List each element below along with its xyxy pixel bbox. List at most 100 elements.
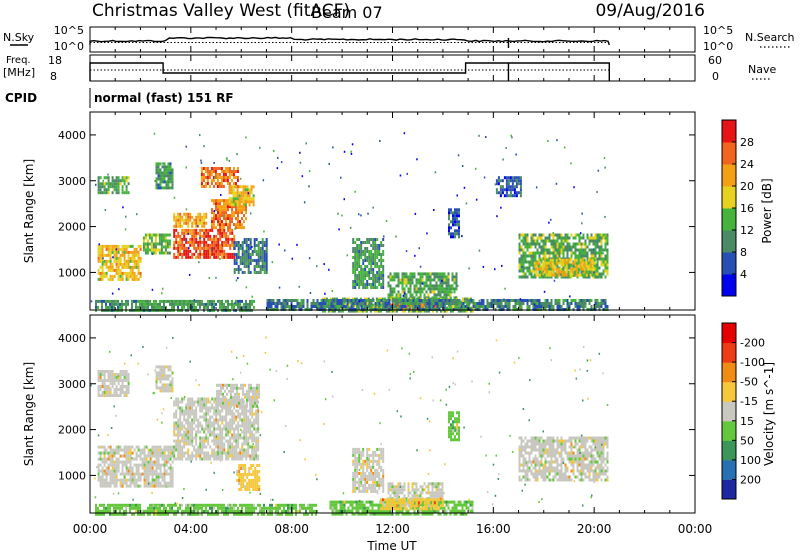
power-y-label: Slant Range [km] xyxy=(22,159,36,263)
heatmap-cell xyxy=(229,442,232,446)
heatmap-cell xyxy=(217,451,220,455)
heatmap-cell xyxy=(213,436,216,440)
heatmap-cell xyxy=(121,302,123,306)
heatmap-cell xyxy=(579,267,582,271)
heatmap-cell xyxy=(596,245,599,249)
heatmap-cell xyxy=(395,309,398,313)
heatmap-cell xyxy=(355,309,358,313)
heatmap-speckle xyxy=(405,250,408,253)
heatmap-cell xyxy=(505,188,508,192)
heatmap-cell xyxy=(177,451,180,455)
heatmap-speckle xyxy=(399,174,402,177)
heatmap-cell xyxy=(121,481,124,485)
heatmap-cell xyxy=(221,255,224,259)
heatmap-cell xyxy=(169,180,172,184)
heatmap-cell xyxy=(237,205,239,209)
heatmap-speckle xyxy=(433,209,435,211)
heatmap-cell xyxy=(137,469,140,473)
heatmap-cell xyxy=(153,472,156,476)
heatmap-cell xyxy=(403,272,406,276)
heatmap-cell xyxy=(187,224,190,228)
heatmap-cell xyxy=(205,403,208,407)
heatmap-cell xyxy=(551,261,554,265)
heatmap-cell xyxy=(121,277,124,281)
heatmap-cell xyxy=(144,236,147,240)
heatmap-cell xyxy=(217,454,220,458)
heatmap-cell xyxy=(223,240,226,244)
heatmap-cell xyxy=(207,457,210,461)
heatmap-cell xyxy=(571,270,574,274)
heatmap-cell xyxy=(567,258,570,262)
heatmap-cell xyxy=(123,460,126,464)
heatmap-cell xyxy=(163,469,166,473)
heatmap-cell xyxy=(115,244,118,248)
heatmap-cell xyxy=(549,261,552,265)
heatmap-cell xyxy=(213,430,216,434)
heatmap-cell xyxy=(272,299,275,302)
heatmap-cell xyxy=(522,275,525,279)
heatmap-cell xyxy=(422,299,425,302)
heatmap-cell xyxy=(518,236,521,240)
heatmap-cell xyxy=(99,191,102,195)
heatmap-cell xyxy=(148,236,151,240)
heatmap-cell xyxy=(378,299,381,302)
heatmap-cell xyxy=(219,442,222,446)
heatmap-cell xyxy=(445,287,448,291)
heatmap-cell xyxy=(567,273,570,277)
heatmap-cell xyxy=(165,186,168,190)
heatmap-cell xyxy=(121,188,124,192)
heatmap-cell xyxy=(362,277,365,280)
heatmap-cell xyxy=(197,427,200,431)
heatmap-cell xyxy=(566,275,569,279)
heatmap-cell xyxy=(602,269,605,273)
heatmap-cell xyxy=(341,309,344,313)
heatmap-cell xyxy=(123,385,126,388)
heatmap-cell xyxy=(213,234,216,238)
heatmap-cell xyxy=(580,251,583,255)
heatmap-cell xyxy=(250,197,253,201)
heatmap-cell xyxy=(139,448,142,452)
heatmap-cell xyxy=(227,433,230,437)
heatmap-cell xyxy=(191,255,194,259)
heatmap-cell xyxy=(224,167,227,170)
heatmap-cell xyxy=(542,239,545,243)
heatmap-cell xyxy=(133,271,136,275)
heatmap-cell xyxy=(181,436,184,440)
heatmap-cell xyxy=(352,271,355,274)
heatmap-cell xyxy=(556,299,559,302)
heatmap-cell xyxy=(505,191,508,195)
heatmap-cell xyxy=(587,261,590,265)
heatmap-cell xyxy=(604,275,607,279)
power-heatmap xyxy=(90,132,609,313)
heatmap-cell xyxy=(249,256,252,259)
heatmap-cell xyxy=(113,472,116,476)
heatmap-cell xyxy=(150,245,153,249)
heatmap-cell xyxy=(246,185,249,189)
heatmap-speckle xyxy=(308,185,310,188)
heatmap-cell xyxy=(225,255,228,259)
heatmap-cell xyxy=(159,451,162,455)
heatmap-cell xyxy=(593,258,596,262)
heatmap-speckle xyxy=(385,220,388,222)
heatmap-cell xyxy=(115,253,118,257)
heatmap-cell xyxy=(538,269,541,273)
heatmap-cell xyxy=(155,454,158,458)
heatmap-speckle xyxy=(111,184,114,187)
heatmap-cell xyxy=(127,391,130,394)
heatmap-cell xyxy=(250,185,253,189)
heatmap-cell xyxy=(185,409,188,413)
heatmap-cell xyxy=(237,253,240,256)
heatmap-cell xyxy=(137,259,140,263)
heatmap-cell xyxy=(215,243,218,247)
heatmap-cell xyxy=(221,302,223,306)
heatmap-cell xyxy=(201,302,203,306)
heatmap-cell xyxy=(364,259,367,262)
heatmap-cell xyxy=(101,457,104,461)
heatmap-cell xyxy=(123,475,126,479)
heatmap-cell xyxy=(101,382,104,385)
heatmap-cell xyxy=(503,194,506,198)
heatmap-cell xyxy=(562,254,565,258)
heatmap-cell xyxy=(101,299,103,303)
heatmap-cell xyxy=(357,303,360,307)
heatmap-cell xyxy=(167,448,170,452)
